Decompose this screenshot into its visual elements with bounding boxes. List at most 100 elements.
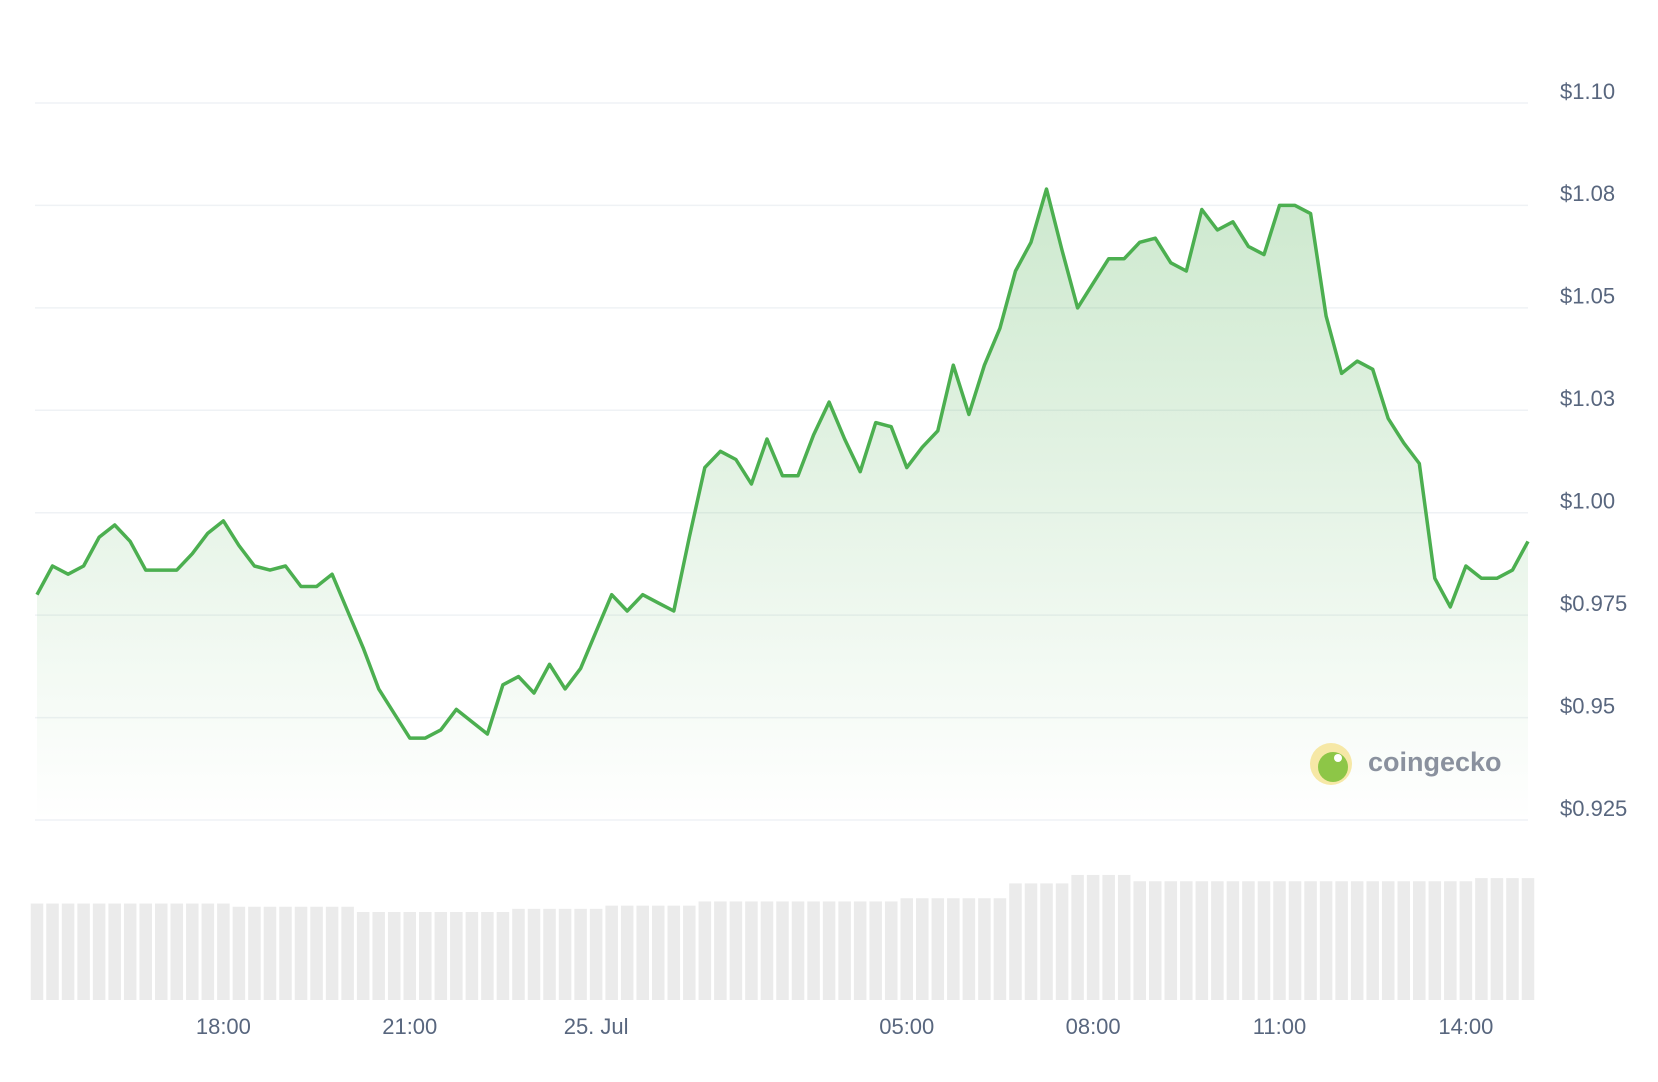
volume-bar bbox=[154, 903, 168, 1000]
volume-bar bbox=[46, 903, 59, 1000]
volume-bar bbox=[419, 912, 432, 1000]
volume-bar bbox=[1444, 881, 1457, 1000]
volume-bar bbox=[667, 905, 681, 1000]
label-layer: $1.10 $1.08 $1.05 $1.03 $1.00 $0.975 $0.95 $0.9… bbox=[196, 79, 1627, 1039]
volume-bar bbox=[1304, 881, 1317, 1000]
x-tick-label: 14:00 bbox=[1438, 1014, 1493, 1039]
volume-bar bbox=[1055, 883, 1069, 1000]
volume-bar bbox=[92, 903, 106, 1000]
volume-bar bbox=[651, 905, 665, 1000]
volume-bar bbox=[61, 903, 75, 1000]
volume-bar bbox=[729, 901, 743, 1000]
x-tick-label: 08:00 bbox=[1066, 1014, 1121, 1039]
volume-bar bbox=[543, 908, 556, 1000]
volume-bar bbox=[77, 903, 90, 1000]
volume-bar bbox=[1040, 883, 1053, 1000]
volume-bar bbox=[1024, 883, 1038, 1000]
volume-bar bbox=[605, 905, 618, 1000]
volume-bar bbox=[745, 901, 758, 1000]
volume-bar bbox=[558, 908, 572, 1000]
volume-bar bbox=[310, 906, 323, 1000]
y-tick-label: $0.95 bbox=[1560, 693, 1615, 718]
x-tick-label: 21:00 bbox=[382, 1014, 437, 1039]
volume-bar bbox=[822, 901, 836, 1000]
volume-bar bbox=[232, 906, 246, 1000]
x-tick-label: 11:00 bbox=[1253, 1014, 1306, 1039]
volume-bar bbox=[1319, 881, 1333, 1000]
volume-bar bbox=[1521, 878, 1535, 1000]
volume-bar bbox=[1366, 881, 1379, 1000]
volume-bar bbox=[1226, 881, 1240, 1000]
volume-bar bbox=[341, 906, 354, 1000]
volume-bar bbox=[279, 906, 292, 1000]
volume-bar bbox=[403, 912, 417, 1000]
volume-bar bbox=[993, 898, 1007, 1000]
plot-layer bbox=[35, 187, 1530, 820]
volume-bar bbox=[574, 908, 587, 1000]
volume-bar bbox=[325, 906, 339, 1000]
volume-bar bbox=[1242, 881, 1255, 1000]
volume-bar bbox=[217, 903, 230, 1000]
volume-bar bbox=[30, 903, 44, 1000]
volume-bar bbox=[123, 903, 137, 1000]
volume-bar bbox=[636, 905, 649, 1000]
volume-bar bbox=[170, 903, 184, 1000]
volume-bar bbox=[1133, 881, 1146, 1000]
volume-bar bbox=[248, 906, 261, 1000]
volume-bar bbox=[1009, 883, 1022, 1000]
volume-bar bbox=[1273, 881, 1286, 1000]
logo-eye bbox=[1334, 754, 1342, 762]
volume-bar bbox=[1102, 874, 1115, 1000]
volume-bar bbox=[1148, 881, 1162, 1000]
volume-bar bbox=[978, 898, 991, 1000]
volume-bar bbox=[760, 901, 774, 1000]
volume-bar bbox=[387, 912, 401, 1000]
volume-bar bbox=[527, 908, 541, 1000]
volume-bar bbox=[900, 898, 914, 1000]
volume-bar bbox=[791, 901, 805, 1000]
volume-bar bbox=[683, 905, 696, 1000]
volume-layer bbox=[30, 874, 1535, 1000]
volume-bar bbox=[1381, 881, 1395, 1000]
price-area bbox=[37, 189, 1528, 820]
volume-bar bbox=[1071, 874, 1084, 1000]
volume-bar bbox=[1490, 878, 1504, 1000]
y-tick-label: $1.08 bbox=[1560, 181, 1615, 206]
volume-bar bbox=[1195, 881, 1209, 1000]
volume-bar bbox=[1257, 881, 1271, 1000]
price-line bbox=[35, 187, 1530, 740]
y-tick-label: $1.00 bbox=[1560, 489, 1615, 514]
volume-bar bbox=[512, 908, 525, 1000]
volume-bar bbox=[1164, 881, 1178, 1000]
volume-bar bbox=[450, 912, 463, 1000]
y-tick-label: $1.05 bbox=[1560, 284, 1615, 309]
y-tick-label: $0.975 bbox=[1560, 591, 1627, 616]
volume-bar bbox=[884, 901, 898, 1000]
volume-bar bbox=[916, 898, 929, 1000]
volume-bar bbox=[294, 906, 308, 1000]
y-tick-label: $1.03 bbox=[1560, 386, 1615, 411]
volume-bar bbox=[1413, 881, 1426, 1000]
x-tick-label: 18:00 bbox=[196, 1014, 251, 1039]
volume-bar bbox=[869, 901, 882, 1000]
volume-bar bbox=[1288, 881, 1302, 1000]
volume-bar bbox=[620, 905, 634, 1000]
volume-bar bbox=[931, 898, 945, 1000]
volume-bar bbox=[838, 901, 851, 1000]
volume-bar bbox=[1506, 878, 1519, 1000]
volume-bar bbox=[962, 898, 976, 1000]
volume-bar bbox=[853, 901, 867, 1000]
volume-bar bbox=[1211, 881, 1224, 1000]
volume-bar bbox=[807, 901, 820, 1000]
volume-bar bbox=[1335, 881, 1348, 1000]
volume-bar bbox=[108, 903, 121, 1000]
volume-bar bbox=[1180, 881, 1193, 1000]
volume-bar bbox=[947, 898, 960, 1000]
volume-bar bbox=[465, 912, 479, 1000]
volume-bar bbox=[776, 901, 789, 1000]
volume-bar bbox=[589, 908, 603, 1000]
y-tick-label: $1.10 bbox=[1560, 79, 1615, 104]
watermark-text: coingecko bbox=[1368, 747, 1502, 777]
